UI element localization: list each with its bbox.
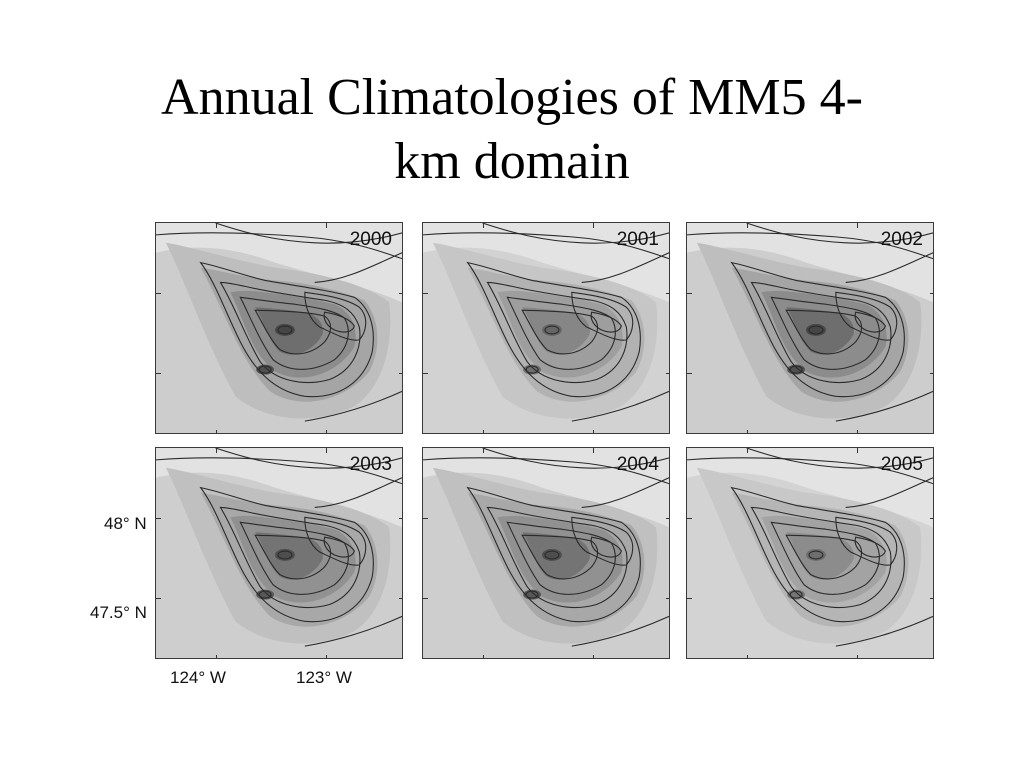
axis-tick (423, 598, 428, 599)
axis-tick (326, 448, 327, 453)
axis-tick (216, 223, 217, 228)
lat-label-48n: 48° N (104, 514, 147, 533)
contour-map-panel-2002: 2002 (686, 222, 934, 434)
axis-tick (326, 655, 327, 658)
contour-map-2000 (156, 223, 402, 433)
axis-tick (326, 223, 327, 228)
axis-tick (747, 223, 748, 228)
axis-tick (423, 293, 428, 294)
axis-tick (687, 293, 692, 294)
axis-tick (156, 598, 161, 599)
axis-tick (156, 373, 161, 374)
contour-map-panel-2003: 2003 (155, 447, 403, 659)
contour-map-panel-2001: 2001 (422, 222, 670, 434)
axis-tick (156, 293, 161, 294)
axis-tick (666, 518, 669, 519)
axis-tick (326, 430, 327, 433)
axis-tick (593, 430, 594, 433)
axis-tick (399, 598, 402, 599)
contour-map-panel-2000: 2000 (155, 222, 403, 434)
axis-tick (483, 430, 484, 433)
axis-tick (747, 448, 748, 453)
axis-tick (399, 293, 402, 294)
axis-tick (483, 448, 484, 453)
axis-tick (687, 373, 692, 374)
axis-tick (747, 430, 748, 433)
axis-tick (857, 448, 858, 453)
year-label: 2003 (349, 454, 392, 475)
axis-tick (216, 430, 217, 433)
axis-tick (216, 655, 217, 658)
lat-label-47-5n: 47.5° N (90, 603, 147, 622)
axis-tick (423, 373, 428, 374)
axis-tick (483, 223, 484, 228)
axis-tick (593, 223, 594, 228)
axis-tick (593, 448, 594, 453)
title-line-1: Annual Climatologies of MM5 4- (161, 69, 863, 126)
axis-tick (747, 655, 748, 658)
axis-tick (423, 518, 428, 519)
year-label: 2002 (880, 229, 923, 250)
axis-tick (666, 598, 669, 599)
axis-tick (593, 655, 594, 658)
axis-tick (216, 448, 217, 453)
axis-tick (399, 518, 402, 519)
axis-tick (156, 518, 161, 519)
contour-map-panel-2004: 2004 (422, 447, 670, 659)
axis-tick (687, 598, 692, 599)
axis-tick (666, 373, 669, 374)
year-label: 2004 (616, 454, 659, 475)
axis-tick (930, 518, 933, 519)
contour-map-panel-2005: 2005 (686, 447, 934, 659)
axis-tick (687, 518, 692, 519)
contour-map-2003 (156, 448, 402, 658)
slide-title: Annual Climatologies of MM5 4- km domain (40, 66, 984, 194)
axis-tick (483, 655, 484, 658)
year-label: 2000 (349, 229, 392, 250)
year-label: 2001 (616, 229, 659, 250)
contour-map-2004 (423, 448, 669, 658)
year-label: 2005 (880, 454, 923, 475)
title-line-2: km domain (394, 133, 630, 190)
lon-label-123w: 123° W (296, 668, 352, 687)
axis-tick (930, 293, 933, 294)
axis-tick (857, 655, 858, 658)
axis-tick (930, 373, 933, 374)
contour-map-2001 (423, 223, 669, 433)
axis-tick (857, 430, 858, 433)
lon-label-124w: 124° W (170, 668, 226, 687)
contour-map-2005 (687, 448, 933, 658)
contour-map-2002 (687, 223, 933, 433)
axis-tick (857, 223, 858, 228)
axis-tick (930, 598, 933, 599)
axis-tick (666, 293, 669, 294)
axis-tick (399, 373, 402, 374)
